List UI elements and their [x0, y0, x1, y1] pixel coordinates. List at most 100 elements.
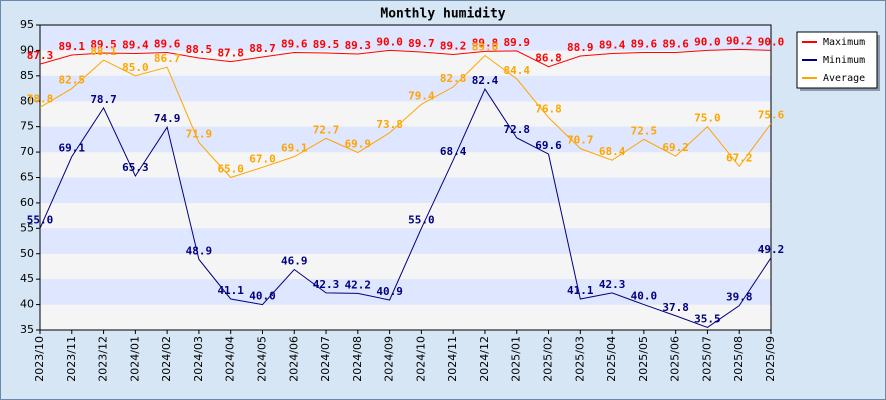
data-label: 89.3: [345, 39, 372, 52]
data-label: 69.2: [662, 141, 689, 154]
y-tick-label: 40: [20, 298, 34, 311]
data-label: 55.0: [27, 213, 54, 226]
data-label: 88.9: [567, 41, 594, 54]
data-label: 75.6: [758, 109, 785, 122]
data-label: 39.8: [726, 291, 753, 304]
x-tick-label: 2024/08: [351, 336, 364, 382]
data-label: 89.5: [90, 38, 117, 51]
data-label: 75.0: [694, 112, 721, 125]
y-tick-label: 75: [20, 120, 34, 133]
band: [40, 177, 771, 203]
data-label: 48.9: [186, 244, 213, 257]
y-tick-label: 55: [20, 221, 34, 234]
data-label: 70.7: [567, 134, 594, 147]
x-tick-label: 2024/04: [224, 336, 237, 382]
data-label: 69.1: [281, 142, 308, 155]
data-label: 37.8: [662, 301, 689, 314]
x-tick-label: 2023/10: [33, 336, 46, 382]
y-tick-label: 90: [20, 43, 34, 56]
data-label: 82.8: [440, 72, 467, 85]
band: [40, 50, 771, 76]
band: [40, 253, 771, 280]
data-label: 82.4: [472, 74, 499, 87]
data-label: 90.0: [694, 35, 721, 48]
band: [40, 126, 771, 153]
data-label: 69.1: [59, 142, 86, 155]
band: [40, 101, 771, 127]
data-label: 65.0: [217, 163, 244, 176]
x-tick-label: 2025/05: [637, 336, 650, 382]
x-tick-label: 2025/06: [669, 336, 682, 382]
data-label: 90.0: [758, 35, 785, 48]
data-label: 88.5: [186, 43, 213, 56]
data-label: 89.6: [281, 37, 308, 50]
x-tick-label: 2024/10: [414, 336, 427, 382]
data-label: 72.8: [503, 123, 530, 136]
x-tick-label: 2024/07: [319, 336, 332, 382]
x-tick-label: 2024/12: [478, 336, 491, 382]
data-label: 76.8: [535, 103, 562, 116]
series-line: [39, 54, 772, 179]
y-tick-label: 45: [20, 272, 34, 285]
data-label: 40.9: [376, 285, 403, 298]
x-tick-label: 2023/11: [65, 336, 78, 382]
data-label: 42.3: [599, 278, 626, 291]
data-label: 86.7: [154, 52, 181, 65]
band: [40, 202, 771, 229]
x-tick-label: 2025/09: [764, 336, 777, 382]
band: [40, 152, 771, 178]
x-tick-label: 2025/07: [700, 336, 713, 382]
band: [40, 279, 771, 305]
data-label: 69.6: [535, 139, 562, 152]
data-label: 78.8: [27, 92, 54, 105]
y-tick-label: 85: [20, 69, 34, 82]
y-tick-label: 50: [20, 247, 34, 260]
legend-label: Average: [823, 73, 865, 84]
data-label: 65.3: [122, 161, 149, 174]
legend-label: Minimum: [823, 55, 865, 66]
data-label: 72.5: [631, 124, 658, 137]
data-label: 86.8: [535, 52, 562, 65]
data-label: 46.9: [281, 255, 308, 268]
data-label: 89.9: [503, 36, 530, 49]
x-tick-label: 2024/02: [160, 336, 173, 382]
legend-label: Maximum: [823, 37, 865, 48]
data-label: 41.1: [217, 284, 244, 297]
x-tick-label: 2025/02: [542, 336, 555, 382]
y-tick-label: 80: [20, 94, 34, 107]
data-label: 42.2: [345, 278, 372, 291]
x-tick-label: 2025/04: [605, 336, 618, 382]
band: [40, 304, 771, 330]
data-label: 68.4: [440, 145, 467, 158]
series-line: [39, 48, 772, 68]
data-label: 90.2: [726, 34, 753, 47]
y-tick-label: 65: [20, 171, 34, 184]
data-label: 55.0: [408, 213, 435, 226]
y-tick-label: 60: [20, 196, 34, 209]
plot-border: [39, 24, 772, 331]
data-label: 89.7: [408, 37, 435, 50]
data-label: 89.2: [440, 39, 467, 52]
data-label: 89.4: [599, 38, 626, 51]
x-tick-label: 2025/01: [510, 336, 523, 382]
data-label: 68.4: [599, 145, 626, 158]
data-label: 90.0: [376, 35, 403, 48]
y-tick-label: 70: [20, 145, 34, 158]
data-label: 35.5: [694, 312, 721, 325]
band: [40, 25, 771, 51]
x-tick-label: 2024/03: [192, 336, 205, 382]
x-tick-label: 2024/09: [383, 336, 396, 382]
data-label: 87.8: [217, 47, 244, 60]
x-tick-label: 2024/01: [128, 336, 141, 382]
data-label: 88.1: [90, 45, 117, 58]
data-label: 79.4: [408, 89, 435, 102]
data-label: 84.4: [503, 64, 530, 77]
data-label: 69.9: [345, 138, 372, 151]
data-label: 67.2: [726, 151, 753, 164]
data-label: 41.1: [567, 284, 594, 297]
data-label: 71.9: [186, 127, 213, 140]
data-label: 40.0: [249, 290, 276, 303]
x-tick-label: 2025/03: [573, 336, 586, 382]
